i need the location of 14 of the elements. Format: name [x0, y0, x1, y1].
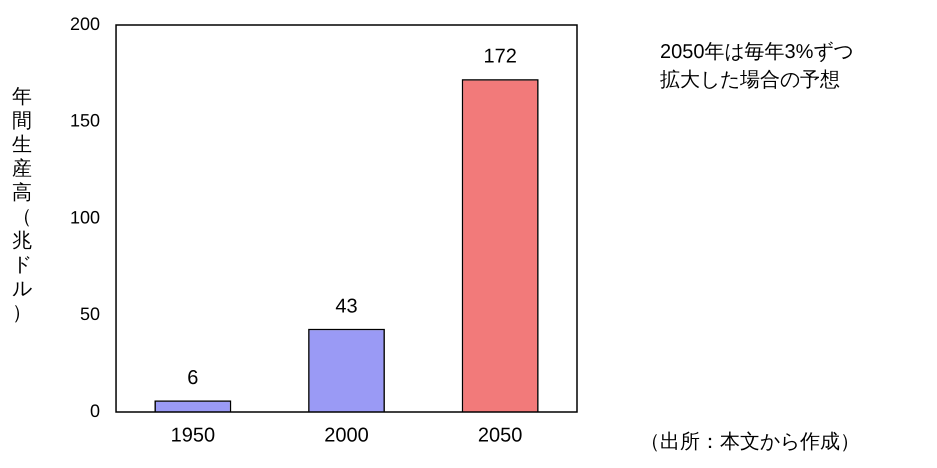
y-tick-label: 150: [70, 110, 100, 131]
x-tick-label: 2050: [478, 424, 522, 447]
y-tick-label: 100: [70, 207, 100, 228]
text: （出所：本文から作成）: [640, 430, 860, 455]
data-label: 172: [483, 46, 517, 68]
x-tick-label: 1950: [170, 424, 216, 447]
text: 年間生産高（兆ドル）: [12, 86, 32, 324]
data-label: 43: [335, 295, 358, 318]
data-label: 6: [187, 366, 198, 389]
y-tick-label: 0: [90, 400, 100, 421]
x-tick-label: 2000: [324, 424, 369, 447]
y-tick-label: 200: [70, 14, 100, 34]
y-tick-label: 50: [80, 304, 100, 324]
text: 2050年は毎年3%ずつ拡大した場合の予想: [660, 40, 854, 93]
